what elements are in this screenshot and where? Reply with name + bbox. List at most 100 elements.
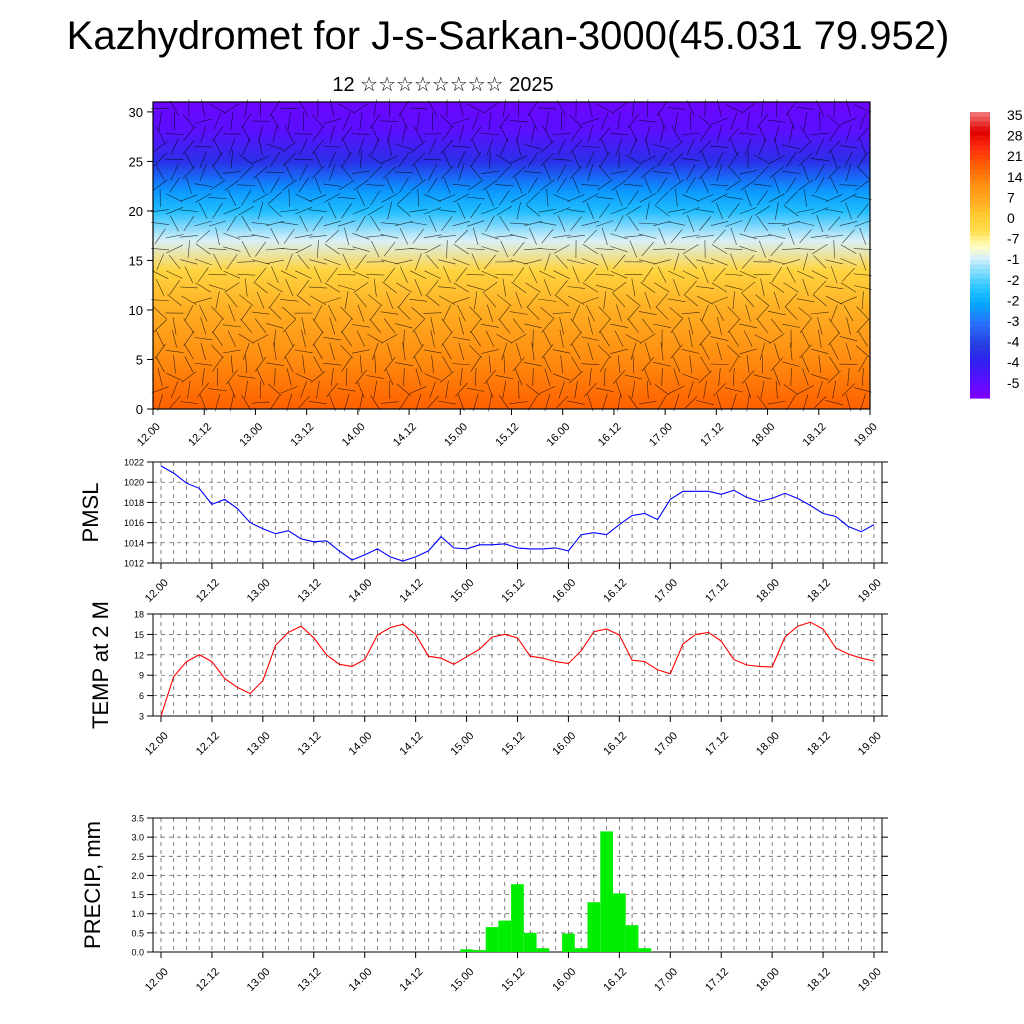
wind-barb — [386, 342, 393, 361]
wind-barb — [727, 306, 741, 320]
wind-barb — [701, 176, 710, 194]
wind-barb — [294, 159, 313, 161]
wind-barb — [825, 296, 843, 305]
wind-barb — [599, 330, 610, 347]
wind-barb — [567, 286, 586, 289]
wind-barb — [559, 317, 565, 335]
x-tick-label: 15.00 — [448, 577, 476, 605]
wind-barb — [710, 184, 729, 187]
wind-barb — [682, 270, 699, 280]
precip-bar — [472, 950, 486, 952]
wind-barb — [698, 370, 712, 384]
wind-barb — [280, 299, 299, 302]
wind-barb — [645, 201, 650, 220]
wind-barb — [615, 381, 623, 399]
wind-barb — [470, 203, 482, 219]
x-tick-label: 18.12 — [805, 730, 833, 758]
wind-barb — [811, 194, 829, 202]
colorbar-cell — [970, 264, 990, 270]
wind-barb — [682, 244, 699, 254]
wind-barb — [367, 154, 383, 165]
wind-barb — [595, 273, 614, 276]
wind-barb — [280, 248, 299, 251]
wind-barb — [631, 278, 636, 297]
wind-barb — [544, 368, 551, 386]
wind-barb — [215, 291, 220, 310]
wind-barb — [638, 311, 657, 315]
wind-barb — [351, 324, 370, 328]
wind-barb — [811, 270, 828, 280]
wind-barb — [827, 370, 841, 384]
wind-barb — [688, 329, 693, 348]
wind-barb — [212, 318, 223, 334]
wind-barb — [711, 282, 728, 293]
wind-barb — [541, 318, 554, 333]
wind-barb — [638, 259, 657, 265]
wind-barb — [269, 292, 281, 308]
wind-barb — [446, 240, 448, 259]
wind-barb — [466, 248, 485, 250]
wind-barb — [482, 102, 498, 114]
wind-barb — [486, 381, 494, 399]
wind-barb — [380, 234, 399, 239]
colorbar-cell — [970, 197, 990, 204]
wind-barb — [309, 295, 326, 305]
wind-barb — [370, 394, 381, 411]
wind-barb — [761, 355, 763, 374]
wind-barb — [840, 296, 857, 305]
colorbar-cell — [970, 307, 990, 313]
wind-barb — [610, 233, 628, 240]
wind-barb — [569, 139, 583, 154]
wind-barb — [481, 349, 499, 354]
wind-barb — [411, 319, 425, 333]
wind-barb — [830, 304, 838, 322]
wind-barb — [739, 132, 758, 136]
wind-barb — [599, 151, 611, 168]
wind-barb — [700, 343, 710, 360]
wind-barb — [789, 342, 793, 361]
wind-barb — [557, 138, 566, 156]
wind-barb — [267, 204, 282, 218]
y-tick-label: 1.5 — [131, 890, 144, 900]
wind-barb — [483, 369, 497, 385]
x-tick-label: 17.12 — [703, 577, 731, 605]
x-tick-label: 18.00 — [749, 421, 777, 449]
wind-barb — [700, 356, 711, 373]
wind-barb — [753, 374, 772, 380]
wind-barb — [329, 342, 335, 361]
wind-barb — [338, 179, 355, 191]
wind-barb — [712, 383, 726, 397]
wind-barb — [274, 329, 276, 348]
wind-barb — [195, 193, 212, 203]
wind-barb — [411, 152, 425, 167]
y-tick-label: 3 — [139, 712, 144, 722]
wind-barb — [567, 295, 585, 305]
wind-barb — [295, 270, 312, 279]
wind-barb — [311, 139, 324, 154]
wind-barb — [481, 170, 499, 175]
wind-barb — [685, 177, 696, 194]
wind-barb — [285, 253, 293, 271]
wind-barb — [482, 281, 498, 294]
wind-barb — [179, 286, 198, 289]
colorbar-label: -2 — [1007, 292, 1020, 308]
wind-barb — [297, 280, 310, 295]
wind-barb — [714, 304, 724, 322]
wind-barb — [684, 396, 698, 410]
wind-barb — [856, 203, 869, 218]
wind-barb — [839, 221, 858, 226]
wind-barb — [842, 267, 855, 282]
x-tick-label: 12.12 — [194, 966, 222, 994]
wind-barb — [727, 203, 740, 218]
heatmap-field — [153, 102, 870, 409]
wind-barb — [801, 330, 810, 347]
wind-barb — [660, 342, 664, 361]
wind-barb — [381, 155, 398, 164]
colorbar-cell — [970, 326, 990, 332]
wind-barb — [842, 229, 855, 244]
colorbar-cell — [970, 355, 990, 361]
x-tick-label: 13.00 — [245, 577, 273, 605]
wind-barb — [582, 282, 599, 293]
wind-barb — [658, 227, 666, 245]
wind-barb — [374, 355, 377, 374]
